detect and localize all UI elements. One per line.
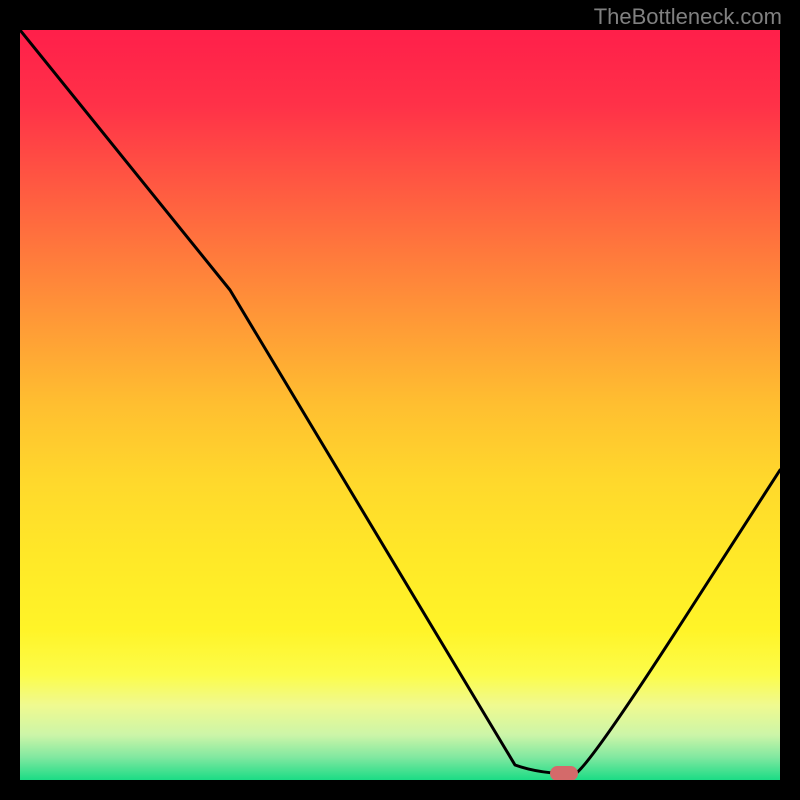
chart-line <box>20 30 780 774</box>
chart-line-svg <box>20 30 780 780</box>
chart-marker <box>550 766 578 780</box>
chart-container <box>20 30 780 780</box>
watermark-text: TheBottleneck.com <box>594 4 782 30</box>
